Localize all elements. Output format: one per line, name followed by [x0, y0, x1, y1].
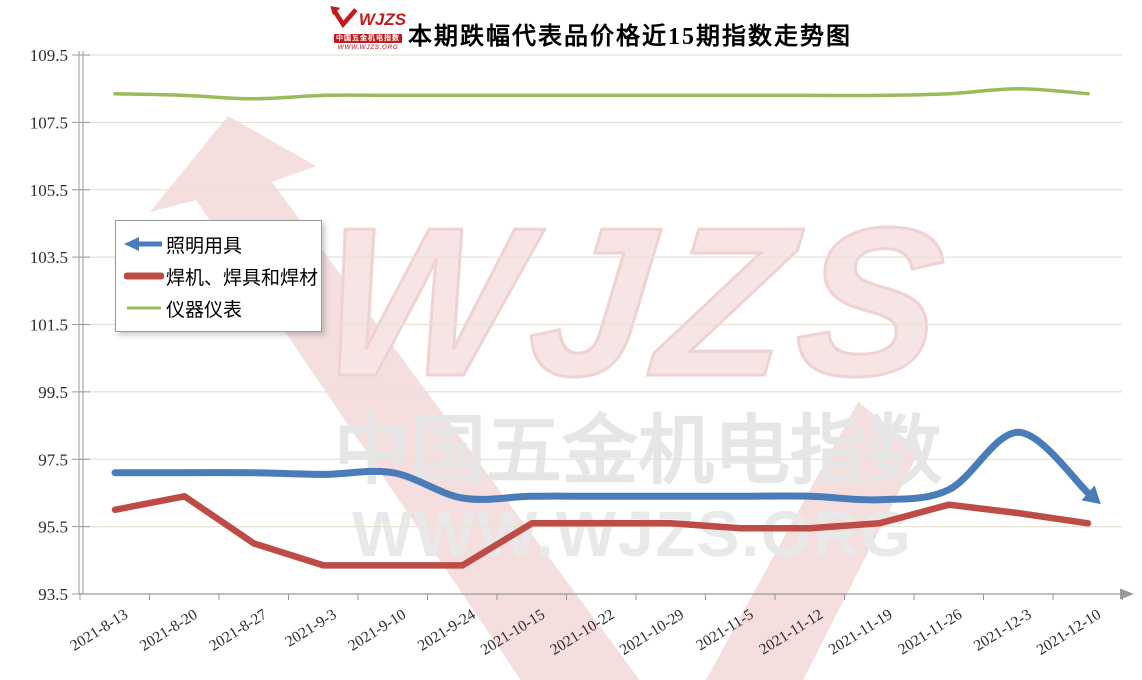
y-tick-label: 109.5: [30, 46, 68, 65]
legend-marker-blue-arrow-icon: [124, 237, 162, 251]
x-tick-label: 2021-9-10: [345, 606, 409, 655]
logo-url-text: WWW.WJZS.ORG: [337, 44, 399, 51]
series-welding-line: [111, 493, 1092, 569]
logo-cn-badge: 中国五金机电指数: [334, 34, 402, 43]
chart-title: 本期跌幅代表品价格近15期指数走势图: [408, 24, 852, 50]
legend-label-lighting: 照明用具: [166, 235, 243, 257]
legend-marker-red-line-icon: [124, 272, 164, 280]
series-welding: [111, 493, 1092, 569]
x-tick-label: 2021-11-26: [895, 606, 965, 659]
y-tick-label: 97.5: [38, 450, 68, 469]
y-tick-label: 105.5: [30, 181, 68, 200]
legend: 照明用具 焊机、焊具和焊材 仪器仪表: [115, 220, 322, 332]
x-tick-label: 2021-12-3: [971, 606, 1035, 655]
series-instruments: [113, 86, 1090, 101]
x-axis: 2021-8-13 2021-8-20 2021-8-27 2021-9-3 2021-…: [67, 588, 1134, 659]
logo-top: WJZS: [328, 6, 408, 28]
y-tick-label: 95.5: [38, 518, 68, 537]
legend-item-instruments: 仪器仪表: [124, 292, 317, 324]
y-tick-label: 103.5: [30, 248, 68, 267]
series-lighting: [111, 428, 1101, 505]
legend-marker-green-line-icon: [127, 306, 161, 310]
x-tick-label: 2021-9-24: [415, 606, 479, 655]
x-tick-label: 2021-8-13: [67, 606, 131, 655]
x-tick-label: 2021-10-29: [617, 606, 688, 659]
legend-label-welding: 焊机、焊具和焊材: [166, 267, 319, 289]
x-tick-label: 2021-11-12: [756, 606, 826, 658]
y-tick-label: 107.5: [30, 113, 68, 132]
series-instruments-line: [113, 86, 1090, 101]
series-lighting-end-arrow: [1081, 485, 1101, 505]
x-tick-label: 2021-8-20: [137, 606, 201, 655]
legend-label-instruments: 仪器仪表: [166, 299, 243, 321]
x-tick-label: 2021-12-10: [1034, 606, 1105, 659]
logo-check-arrow-icon: [330, 6, 358, 28]
x-tick-label: 2021-10-22: [547, 606, 617, 659]
x-tick-label: 2021-8-27: [206, 606, 270, 655]
legend-item-welding: 焊机、焊具和焊材: [124, 260, 319, 292]
y-tick-label: 101.5: [30, 316, 68, 335]
x-axis-arrow: [1120, 588, 1134, 600]
x-tick-label: 2021-11-19: [826, 606, 896, 659]
y-tick-label: 93.5: [38, 585, 68, 604]
logo-brand-text: WJZS: [358, 10, 407, 29]
x-tick-label: 2021-10-15: [478, 606, 549, 659]
y-tick-label: 99.5: [38, 383, 68, 402]
y-axis: 109.5 107.5 105.5 103.5 101.5 99.5 97.5 95.5 93.…: [30, 46, 90, 604]
series-lighting-line: [111, 428, 1092, 504]
x-tick-label: 2021-9-3: [282, 606, 339, 651]
x-tick-label: 2021-11-5: [693, 606, 756, 654]
legend-item-lighting: 照明用具: [124, 228, 317, 260]
wjzs-logo: WJZS 中国五金机电指数 WWW.WJZS.ORG: [328, 6, 408, 52]
